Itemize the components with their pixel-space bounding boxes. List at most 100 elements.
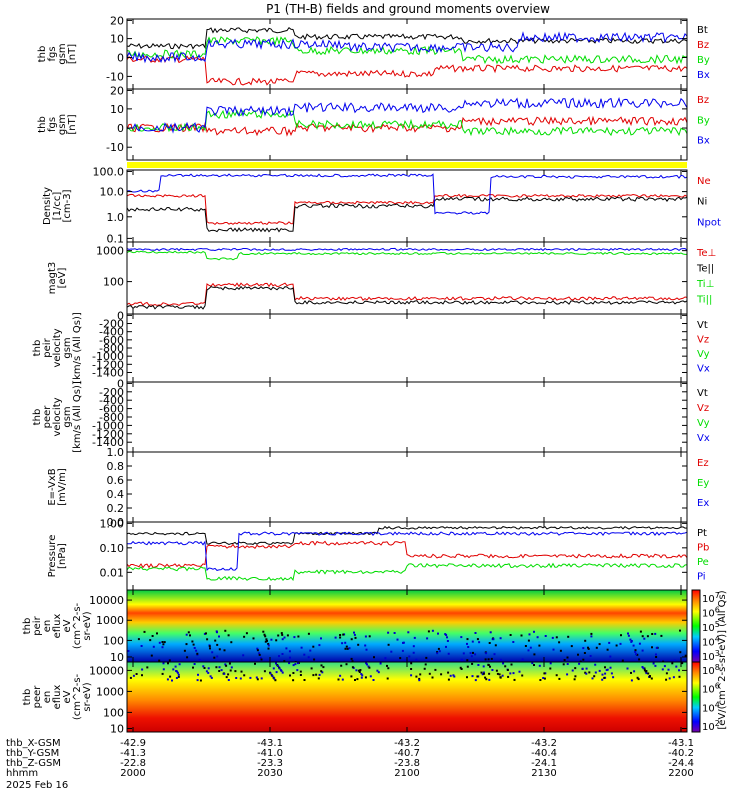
spectrogram-speckle	[598, 643, 601, 646]
legend-ni: Ni	[697, 197, 707, 208]
y-tick-label: 0	[117, 309, 124, 322]
colorbar-tick-label: 106	[702, 682, 720, 696]
legend-pb: Pb	[697, 543, 709, 554]
spectrogram-speckle	[654, 664, 657, 667]
spectrogram-speckle	[639, 630, 642, 633]
spectrogram-speckle	[566, 663, 569, 665]
spectrogram-speckle	[387, 667, 390, 670]
spectrogram-speckle	[484, 658, 487, 661]
spectrogram-speckle	[604, 666, 606, 669]
spectrogram-peer_spec	[127, 662, 687, 732]
spectrogram-speckle	[558, 677, 561, 680]
spectrogram-speckle	[507, 675, 510, 678]
spectrogram-speckle	[440, 673, 443, 676]
spectrogram-speckle	[509, 634, 512, 636]
y-tick-label: 0.10	[100, 542, 125, 555]
spectrogram-speckle	[415, 658, 418, 661]
spectrogram-speckle	[230, 666, 233, 669]
x-row-label: thb_X-GSM	[6, 738, 61, 749]
spectrogram-speckle	[543, 677, 546, 680]
spectrogram-speckle	[636, 653, 639, 656]
spectrogram-speckle	[158, 659, 161, 662]
spectrogram-speckle	[488, 672, 491, 675]
spectrogram-speckle	[567, 635, 570, 638]
spectrogram-speckle	[216, 631, 218, 634]
panel-peir_velocity: 0-200-400-600-800-1000-1200-1400 thb peir v…	[32, 309, 710, 383]
x-row-value: -43.2	[531, 738, 557, 749]
spectrogram-speckle	[269, 672, 272, 675]
spectrogram-speckle	[321, 671, 324, 674]
spectrogram-speckle	[538, 664, 541, 667]
y-axis-label-line: eV	[62, 619, 73, 632]
spectrogram-speckle	[581, 667, 584, 670]
y-tick-label: 10.0	[100, 186, 125, 199]
spectrogram-speckle	[177, 673, 180, 676]
spectrogram-speckle	[369, 675, 372, 678]
legend-vx: Vx	[697, 364, 710, 375]
legend-ey: Ey	[697, 478, 709, 489]
spectrogram-speckle	[354, 679, 356, 681]
spectrogram-speckle	[339, 674, 342, 677]
y-axis-label-line: [mV/m]	[57, 468, 68, 506]
spectrogram-speckle	[218, 648, 221, 651]
x-row-value: -43.1	[257, 738, 283, 749]
spectrogram-speckle	[578, 662, 581, 665]
bz-line	[126, 115, 688, 137]
spectrogram-speckle	[218, 666, 221, 669]
spectrogram-speckle	[452, 674, 455, 677]
y-tick-label: 1000	[96, 614, 124, 627]
y-axis-label-line: (cm^2-s-	[72, 602, 83, 649]
spectrogram-speckle	[141, 674, 143, 677]
spectrogram-speckle	[655, 646, 658, 649]
colorbar-tick-label: 106	[702, 606, 720, 620]
spectrogram-speckle	[193, 647, 196, 649]
panel-fgs: 20 10 0 -10 thb fgs gsm [nT] Bz By Bx	[37, 84, 710, 161]
spectrogram-speckle	[591, 677, 594, 680]
spectrogram-speckle	[263, 670, 266, 673]
y-axis-label-line: peer	[32, 685, 43, 709]
spectrogram-speckle	[234, 670, 237, 673]
spectrogram-speckle	[513, 678, 516, 681]
spectrogram-speckle	[655, 653, 657, 656]
spectrogram-speckle	[594, 663, 597, 666]
spectrogram-speckle	[266, 639, 268, 642]
spectrogram-speckle	[300, 646, 303, 649]
spectrogram-speckle	[202, 665, 205, 668]
spectrogram-speckle	[449, 674, 452, 677]
spectrogram-speckle	[355, 669, 358, 672]
y-axis-label-line: velocity	[52, 397, 63, 436]
spectrogram-speckle	[543, 672, 546, 675]
spectrogram-speckle	[208, 645, 211, 648]
spectrogram-speckle	[501, 674, 504, 677]
spectrogram-speckle	[183, 649, 186, 652]
spectrogram-speckle	[187, 631, 190, 634]
spectrogram-speckle	[162, 668, 165, 671]
spectrogram-speckle	[240, 670, 243, 673]
spectrogram-speckle	[636, 676, 639, 679]
spectrogram-speckle	[309, 649, 312, 652]
spectrogram-speckle	[453, 675, 456, 678]
legend-bz: Bz	[697, 95, 709, 106]
spectrogram-speckle	[502, 662, 505, 665]
spectrogram-speckle	[528, 633, 531, 636]
spectrogram-speckle	[351, 660, 354, 663]
y-axis-label-line: E=-VxB	[47, 468, 58, 505]
y-tick-label: 10	[110, 651, 124, 664]
x-row-label: thb_Z-GSM	[6, 758, 61, 769]
x-row-label: thb_Y-GSM	[6, 748, 59, 759]
spectrogram-speckle	[366, 663, 368, 666]
spectrogram-speckle	[679, 629, 681, 632]
spectrogram-speckle	[478, 641, 481, 644]
spectrogram-speckle	[275, 639, 278, 642]
spectrogram-speckle	[431, 676, 434, 679]
spectrogram-speckle	[661, 668, 664, 671]
spectrogram-speckle	[320, 637, 322, 640]
spectrogram-speckle	[641, 666, 644, 668]
y-axis-label-line: thb	[22, 618, 33, 635]
x-row-value: -23.3	[257, 758, 283, 769]
spectrogram-speckle	[216, 643, 219, 646]
spectrogram-speckle	[582, 647, 585, 650]
spectrogram-speckle	[203, 632, 206, 635]
